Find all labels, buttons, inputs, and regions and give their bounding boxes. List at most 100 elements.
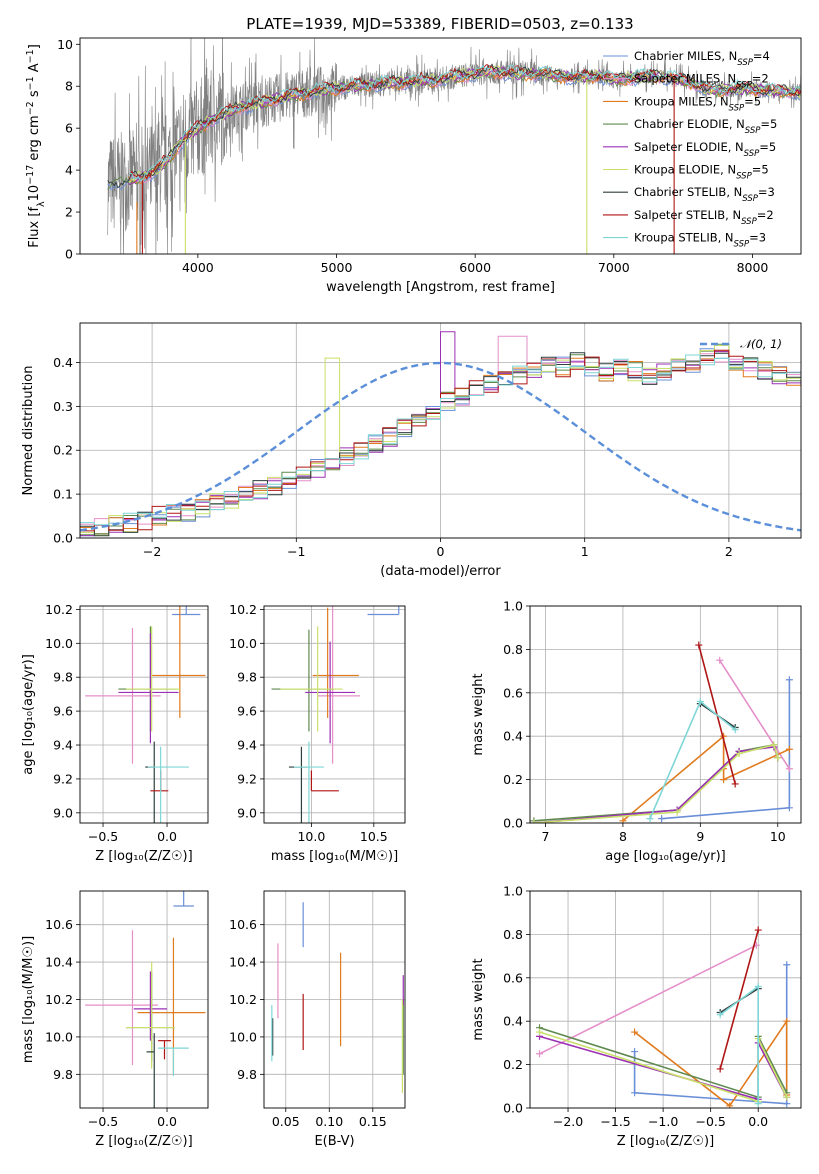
y-tick-label: 10.2 xyxy=(229,602,257,617)
legend-n-value: =4 xyxy=(753,49,770,63)
y-tick-label: 10.6 xyxy=(229,917,257,932)
legend-entry: Chabrier STELIB, NSSP=3 xyxy=(634,185,775,204)
errorbars xyxy=(271,606,400,823)
weight-marker xyxy=(754,926,762,934)
mass-vs-metallicity-panel: −0.5 0.0 9.8 10.0 10.2 10.4 10.6 Z [log₁₀(Z/Z☉)… xyxy=(21,890,209,1149)
y-axis-label-part: A xyxy=(27,63,42,76)
model-spectrum-kroupa-stelib xyxy=(128,64,801,182)
x-tick-label: 7 xyxy=(542,829,550,844)
residuals-panel: −2 −1 0 1 2 0.0 0.1 0.2 0.3 0.4 (data-model)/error… xyxy=(21,322,802,579)
y-axis-label: mass weight xyxy=(471,673,486,755)
legend-n-value: =2 xyxy=(752,72,769,86)
x-tick-label: 0 xyxy=(437,544,445,559)
y-axis-label: Flux [fλ10−17 erg cm−2 s−1 A−1] xyxy=(25,44,47,248)
model-spectrum-kroupa-elodie xyxy=(128,65,801,183)
weight-marker xyxy=(631,1028,639,1036)
weight-series-chabrier-miles xyxy=(658,676,793,823)
weight-marker xyxy=(720,776,728,784)
x-tick-label: 0.05 xyxy=(272,1114,300,1129)
age-vs-mass-panel: 10.0 10.5 9.0 9.2 9.4 9.6 9.8 10.0 10.2 mass [log… xyxy=(229,602,406,864)
legend-model-name: Chabrier MILES, N xyxy=(634,49,737,63)
axes-frame xyxy=(529,605,802,824)
legend-subscript: SSP xyxy=(744,149,760,159)
y-tick-label: 0.0 xyxy=(53,531,73,546)
errorbar-salpeter-miles xyxy=(85,628,161,764)
weight-marker xyxy=(631,1048,639,1056)
x-tick-label: −1 xyxy=(287,544,305,559)
y-tick-label: 9.8 xyxy=(53,670,73,685)
legend-entry: Kroupa ELODIE, NSSP=5 xyxy=(634,163,769,182)
errorbar-salpeter-elodie xyxy=(305,641,356,744)
legend-model-name: Chabrier STELIB, N xyxy=(634,185,742,199)
errorbar-salpeter-stelib xyxy=(310,770,339,792)
weight-series-salpeter-miles xyxy=(536,941,760,1058)
weight-marker xyxy=(783,1093,791,1101)
weight-lines xyxy=(536,926,791,1108)
weight-series-salpeter-miles xyxy=(716,656,793,773)
x-tick-label: 5000 xyxy=(321,260,353,275)
errorbar-kroupa-miles xyxy=(151,606,206,718)
x-axis-label: Z [log₁₀(Z/Z☉)] xyxy=(95,1134,192,1149)
legend-subscript: SSP xyxy=(736,81,752,91)
histogram-chabrier-miles xyxy=(80,348,801,537)
y-tick-label: 0.2 xyxy=(503,772,523,787)
y-tick-label: 0.4 xyxy=(503,1014,523,1029)
x-tick-label: 6000 xyxy=(459,260,491,275)
histogram-chabrier-elodie xyxy=(80,343,801,536)
histograms xyxy=(80,331,801,537)
weight-marker xyxy=(783,1100,791,1108)
x-tick-label: 10.0 xyxy=(297,829,325,844)
y-axis-label-part: −1 xyxy=(25,76,36,90)
weight-marker xyxy=(783,961,791,969)
y-axis-label-part: −2 xyxy=(25,101,36,115)
y-tick-label: 9.6 xyxy=(237,704,257,719)
x-tick-label: 2 xyxy=(725,544,733,559)
weight-vs-age-panel: 7 8 9 10 0.0 0.2 0.4 0.6 0.8 1.0 age [log₁₀(age/yr… xyxy=(471,599,802,864)
mass-vs-extinction-panel: 0.05 0.10 0.15 9.8 10.0 10.2 10.4 10.6 E(B-V) xyxy=(229,890,406,1149)
errorbar-kroupa-elodie xyxy=(126,962,175,1069)
weight-series-kroupa-stelib xyxy=(646,697,739,823)
y-tick-label: 1.0 xyxy=(503,599,523,614)
weight-line xyxy=(719,929,759,1070)
y-tick-label: 10.6 xyxy=(45,917,73,932)
legend-model-name: Salpeter MILES, N xyxy=(634,72,736,86)
legend-model-name: Kroupa ELODIE, N xyxy=(634,163,736,177)
y-tick-label: 9.8 xyxy=(53,1067,73,1082)
x-tick-label: 8000 xyxy=(737,260,769,275)
errorbar-chabrier-stelib xyxy=(145,741,155,823)
weight-marker xyxy=(735,750,743,758)
y-tick-label: 9.4 xyxy=(237,738,257,753)
weight-marker xyxy=(754,1100,762,1108)
weight-line xyxy=(533,743,779,822)
y-tick-label: 9.2 xyxy=(53,771,73,786)
age-vs-metallicity-panel: −0.5 0.0 9.0 9.2 9.4 9.6 9.8 10.0 10.2 Z [log₁₀(Z… xyxy=(21,602,209,864)
figure-title: PLATE=1939, MJD=53389, FIBERID=0503, z=0… xyxy=(246,15,633,33)
weight-marker xyxy=(785,676,793,684)
errorbars xyxy=(85,891,206,1108)
legend-n-value: =5 xyxy=(759,140,776,154)
legend-n-value: =3 xyxy=(758,185,775,199)
x-axis-label: mass [log₁₀(M/M☉)] xyxy=(271,849,398,864)
legend-subscript: SSP xyxy=(742,194,758,204)
legend-entry: Salpeter ELODIE, NSSP=5 xyxy=(634,140,776,159)
weight-marker xyxy=(770,741,778,749)
errorbar-kroupa-miles xyxy=(312,607,359,718)
weight-marker xyxy=(731,726,739,734)
legend-n-value: =3 xyxy=(749,231,766,245)
legend-entry: Chabrier ELODIE, NSSP=5 xyxy=(634,117,777,136)
errorbar-salpeter-elodie xyxy=(118,633,179,744)
legend-model-name: Salpeter ELODIE, N xyxy=(634,140,744,154)
y-tick-label: 10.4 xyxy=(45,955,73,970)
x-tick-label: −1.5 xyxy=(600,1114,630,1129)
legend-entry: Chabrier MILES, NSSP=4 xyxy=(634,49,770,68)
errorbar-chabrier-miles xyxy=(172,606,201,616)
x-tick-label: −0.5 xyxy=(88,829,118,844)
x-tick-label: 0.15 xyxy=(359,1114,387,1129)
y-tick-label: 9.2 xyxy=(237,771,257,786)
errorbar-chabrier-miles xyxy=(173,891,194,907)
weight-marker xyxy=(726,1102,734,1108)
y-axis-label: Normed distribution xyxy=(21,366,36,496)
y-tick-label: 1.0 xyxy=(503,884,523,899)
legend-model-name: Chabrier ELODIE, N xyxy=(634,117,745,131)
